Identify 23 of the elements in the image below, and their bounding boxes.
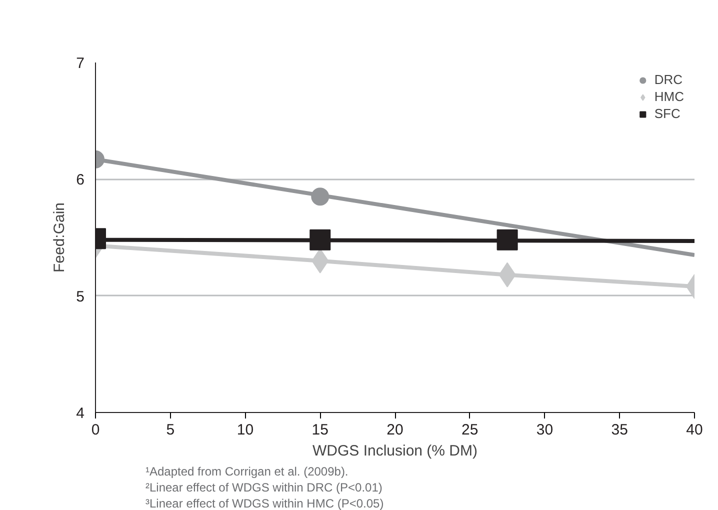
y-tick-label: 6	[76, 172, 84, 189]
x-tick-label: 25	[462, 422, 478, 438]
x-tick-label: 15	[312, 422, 328, 438]
x-tick-label: 10	[236, 422, 254, 438]
y-tick-label: 4	[76, 405, 84, 422]
y-axis-title: Feed:Gain	[51, 202, 68, 273]
text: ¹Adapted from Corrigan et al. (2009b).	[146, 464, 348, 478]
text: ²Linear effect of WDGS within DRC (P<0.01)	[146, 480, 382, 494]
x-tick-label: 35	[611, 422, 628, 438]
x-axis-title: WDGS Inclusion (% DM)	[312, 442, 478, 460]
x-tick-label: 30	[536, 422, 554, 438]
y-tick-label: 5	[76, 288, 84, 306]
point	[310, 229, 331, 250]
legend-label: HMC	[654, 89, 684, 104]
y-tick-label: 7	[76, 55, 84, 72]
x-tick-label: 20	[386, 422, 404, 438]
x-tick-label: 5	[166, 422, 175, 438]
x-tick-label: 40	[686, 422, 703, 438]
legend-label: DRC	[654, 72, 683, 87]
point	[496, 229, 518, 250]
x-tick-label: 0	[91, 422, 100, 438]
legend-label: SFC	[654, 106, 680, 121]
text: ³Linear effect of WDGS within HMC (P<0.05)	[146, 496, 384, 510]
